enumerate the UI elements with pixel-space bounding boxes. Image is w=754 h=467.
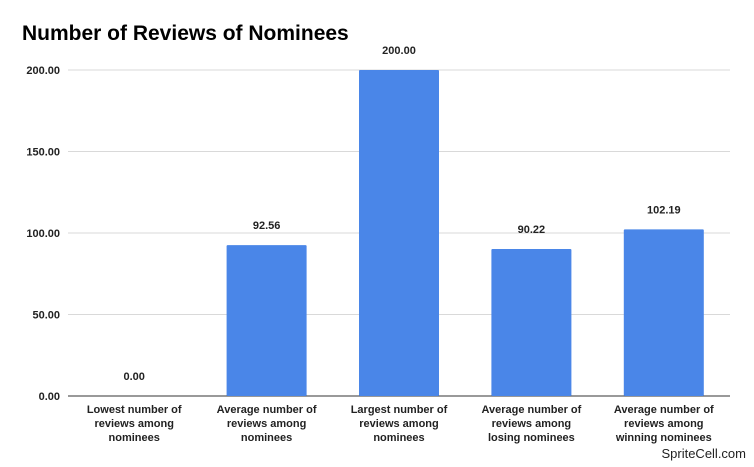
data-label: 0.00	[123, 371, 144, 383]
bar	[491, 248, 572, 396]
data-label: 200.00	[382, 45, 416, 57]
y-tick-label: 50.00	[32, 310, 60, 322]
category-label-line: nominees	[373, 432, 424, 444]
category-label-line: reviews among	[227, 418, 306, 430]
category-label: Average number of reviews among losing nom…	[481, 404, 581, 444]
category-label-line: nominees	[241, 432, 292, 444]
y-axis-tick-labels: 0.00 50.00 100.00 150.00 200.00	[26, 65, 60, 403]
data-label: 90.22	[518, 224, 546, 236]
category-label: Average number of reviews among nominees	[217, 404, 317, 444]
bar	[226, 245, 307, 396]
bars	[226, 70, 704, 396]
y-tick-label: 0.00	[39, 391, 60, 403]
category-label-line: nominees	[109, 432, 160, 444]
category-label: Lowest number of reviews among nominees	[87, 404, 182, 444]
category-label-line: reviews among	[94, 418, 173, 430]
bar	[359, 70, 439, 396]
category-label: Average number of reviews among winning no…	[614, 404, 714, 444]
category-label-line: reviews among	[624, 418, 703, 430]
data-label: 92.56	[253, 220, 281, 232]
category-label: Largest number of reviews among nominees	[351, 404, 448, 444]
category-label-line: Average number of	[614, 404, 714, 416]
watermark: SpriteCell.com	[661, 446, 746, 461]
y-tick-label: 100.00	[26, 228, 60, 240]
category-label-line: Average number of	[217, 404, 317, 416]
category-label-line: losing nominees	[488, 432, 575, 444]
y-tick-label: 150.00	[26, 147, 60, 159]
chart-title: Number of Reviews of Nominees	[22, 22, 349, 45]
category-label-line: reviews among	[359, 418, 438, 430]
category-label-line: reviews among	[492, 418, 571, 430]
data-label: 102.19	[647, 204, 681, 216]
data-labels: 0.00 92.56 200.00 90.22 102.19	[123, 45, 680, 383]
y-tick-label: 200.00	[26, 65, 60, 77]
category-label-line: Lowest number of	[87, 404, 182, 416]
x-axis-category-labels: Lowest number of reviews among nomineesAve…	[87, 404, 714, 444]
category-label-line: winning nominees	[615, 432, 712, 444]
category-label-line: Average number of	[481, 404, 581, 416]
bar	[623, 229, 704, 396]
category-label-line: Largest number of	[351, 404, 448, 416]
